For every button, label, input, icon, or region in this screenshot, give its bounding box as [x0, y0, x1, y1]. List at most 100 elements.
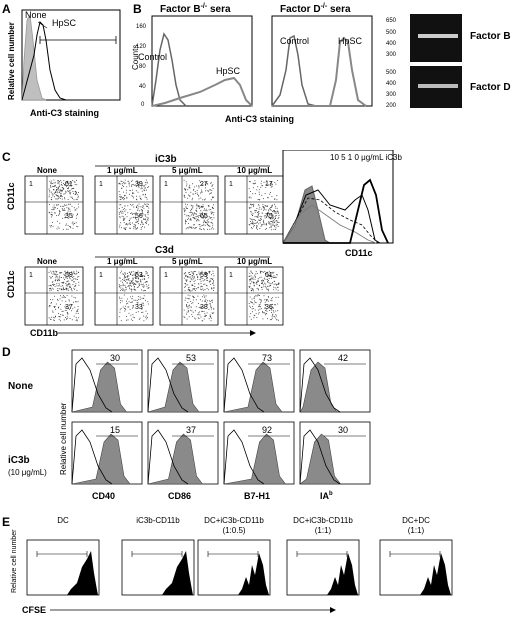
dotplot-title: 5 μg/mL: [172, 257, 203, 266]
d-percent: 30: [338, 425, 348, 435]
header-c3d: C3d: [155, 245, 174, 256]
panel-a-xlabel: Anti-C3 staining: [30, 108, 99, 118]
quadrant-ur: 61: [65, 181, 73, 188]
row-ic3b: iC3b: [8, 455, 30, 466]
label-hpsc: HpSC: [216, 66, 241, 76]
legend-none: None: [25, 10, 47, 20]
svg-text:200: 200: [386, 103, 397, 109]
dotplot-frame: [159, 175, 219, 235]
stained-histogram: [299, 433, 342, 485]
svg-text:0: 0: [141, 102, 145, 108]
quadrant-ur: 17: [265, 181, 273, 188]
control-histogram: [299, 357, 341, 413]
quadrant-ul: 1: [229, 181, 233, 188]
stained-histogram: [71, 361, 128, 413]
d-marker-label: CD86: [168, 491, 191, 501]
quadrant-ul: 1: [229, 272, 233, 279]
e-histogram-frame: [26, 539, 100, 596]
control-histogram: [299, 429, 341, 485]
c-xlabel: CD11b: [30, 328, 59, 338]
panel-a-histogram: None HpSC Relative cell number Anti-C3 s…: [7, 9, 121, 118]
panel-d-histograms: None iC3b (10 μg/mL) Relative cell numbe…: [8, 349, 371, 501]
dotplot-title: 1 μg/mL: [107, 166, 138, 175]
svg-text:40: 40: [139, 84, 146, 90]
panel-a: None HpSC Relative cell number Anti-C3 s…: [0, 0, 130, 130]
stained-histogram: [147, 433, 204, 485]
e-histogram-frame: [379, 539, 453, 596]
svg-text:160: 160: [136, 24, 147, 30]
d-percent: 42: [338, 353, 348, 363]
stained-histogram: [299, 361, 338, 413]
quadrant-lr: 65: [200, 213, 208, 220]
dotplot-title: 1 μg/mL: [107, 257, 138, 266]
gel-label-factor-b: Factor B: [470, 31, 511, 42]
e-xlabel: CFSE: [22, 605, 46, 615]
label-hpsc-2: HpSC: [338, 36, 363, 46]
quadrant-ur: 27: [200, 181, 208, 188]
quadrant-ul: 1: [29, 181, 33, 188]
quadrant-ul: 1: [99, 181, 103, 188]
quadrant-lr: 35: [65, 213, 73, 220]
e-histogram-frame: [121, 539, 195, 596]
control-curve: [151, 32, 187, 107]
hpsc-curve-2: [272, 36, 367, 107]
dotplot-frame: [94, 175, 154, 235]
dotplot-frame: [159, 266, 219, 326]
d-ylabel: Relative cell number: [59, 402, 68, 475]
e-subtitle: (1:1): [315, 526, 332, 535]
svg-text:500: 500: [386, 30, 397, 36]
d-marker-label: B7-H1: [244, 491, 270, 501]
e-subtitle: (1:1): [408, 526, 425, 535]
panel-b-xlabel: Anti-C3 staining: [225, 114, 294, 124]
hpsc-curve: [151, 76, 253, 107]
panel-b-ylabel: Counts: [131, 45, 140, 70]
d-percent: 15: [110, 425, 120, 435]
dotplot-title: 10 μg/mL: [237, 166, 272, 175]
d-percent: 37: [186, 425, 196, 435]
row-none: None: [8, 381, 33, 392]
stained-histogram: [147, 361, 200, 413]
dotplot-title: None: [37, 257, 58, 266]
panel-d: None iC3b (10 μg/mL) Relative cell numbe…: [0, 345, 520, 510]
panel-d-letter: D: [2, 345, 11, 359]
d-marker-label: IAb: [320, 491, 333, 501]
svg-text:300: 300: [386, 52, 397, 58]
quadrant-lr: 36: [265, 304, 273, 311]
cfse-histogram: [67, 551, 98, 595]
svg-text:Factor D-/- sera: Factor D-/- sera: [280, 3, 351, 15]
quadrant-ur: 59: [65, 272, 73, 279]
cfse-histogram: [420, 553, 451, 595]
control-curve-2: [271, 34, 317, 107]
quadrant-ul: 1: [99, 272, 103, 279]
quadrant-lr: 75: [265, 213, 273, 220]
control-histogram: [223, 429, 265, 485]
dotplot-frame: [224, 266, 284, 326]
row-ic3b-conc: (10 μg/mL): [8, 468, 47, 477]
hpsc-histogram: [21, 21, 67, 101]
d-percent: 53: [186, 353, 196, 363]
factor-b-title: Factor B: [160, 4, 201, 15]
header-ic3b: iC3b: [155, 154, 177, 165]
c-ylabel-1: CD11c: [6, 182, 16, 210]
control-histogram: [71, 429, 113, 485]
panel-c-letter: C: [2, 150, 11, 164]
d-marker-label: CD40: [92, 491, 115, 501]
panel-b-histograms: Factor B-/- sera Factor D-/- sera Counts…: [131, 3, 511, 124]
panel-c-dotplots: iC3b C3d CD11c CD11c CD11b None 1 61 35 1 μg…: [6, 149, 402, 338]
gel-label-factor-d: Factor D: [470, 82, 511, 93]
quadrant-ur: 61: [265, 272, 273, 279]
stained-histogram: [71, 433, 131, 485]
quadrant-ur: 39: [135, 181, 143, 188]
c-ylabel-2: CD11c: [6, 270, 16, 298]
quadrant-ul: 1: [29, 272, 33, 279]
panel-e-letter: E: [2, 515, 11, 529]
cfse-histogram: [238, 553, 269, 595]
quadrant-ur: 63: [135, 272, 143, 279]
hist-xlabel: CD11c: [345, 248, 373, 258]
panel-c: iC3b C3d CD11c CD11c CD11b None 1 61 35 1 μg…: [0, 149, 520, 340]
control-histogram: [147, 357, 189, 413]
quadrant-lr: 33: [135, 304, 143, 311]
svg-text:650: 650: [386, 18, 397, 24]
e-histogram-frame: [286, 539, 360, 596]
panel-e: Relative cell number CFSE DC iC3b-CD11b DC…: [0, 515, 520, 619]
